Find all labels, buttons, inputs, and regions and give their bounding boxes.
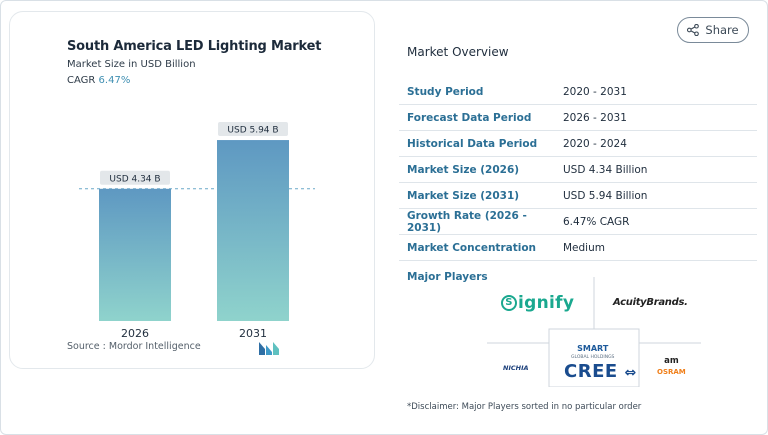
overview-table: Study Period 2020 - 2031 Forecast Data Per… — [399, 79, 757, 261]
data-label-bg-2031 — [218, 122, 288, 137]
players-grid-lines — [487, 277, 701, 387]
chart-subtitle: Market Size in USD Billion — [67, 59, 196, 70]
data-label-2031: USD 5.94 B — [227, 126, 278, 136]
bar-chart: USD 4.34 B 2026 USD 5.94 B 2031 — [79, 122, 315, 340]
x-tick-2031: 2031 — [239, 327, 267, 340]
mordor-intelligence-logo — [259, 340, 279, 359]
osram-text: OSRAM — [657, 368, 686, 376]
share-label: Share — [705, 23, 739, 37]
overview-key: Historical Data Period — [407, 137, 538, 150]
overview-value: Medium — [563, 241, 605, 254]
overview-row: Growth Rate (2026 - 2031) 6.47% CAGR — [399, 209, 757, 235]
cagr-value: 6.47% — [98, 75, 131, 86]
overview-value: USD 5.94 Billion — [563, 189, 648, 202]
overview-value: 6.47% CAGR — [563, 215, 630, 228]
overview-row: Market Size (2031) USD 5.94 Billion — [399, 183, 757, 209]
data-label-2026: USD 4.34 B — [109, 174, 160, 184]
nichia-logo: NICHIA — [503, 364, 529, 372]
overview-row: Study Period 2020 - 2031 — [399, 79, 757, 105]
smart-line2: GLOBAL HOLDINGS — [571, 355, 615, 360]
signify-text: ignify — [518, 293, 575, 313]
overview-key: Market Size (2026) — [407, 163, 520, 176]
overview-value: 2020 - 2024 — [563, 137, 627, 150]
disclaimer: *Disclaimer: Major Players sorted in no … — [407, 402, 642, 412]
major-players-title: Major Players — [407, 271, 488, 283]
data-label-bg-2026 — [100, 170, 170, 185]
overview-value: 2020 - 2031 — [563, 85, 627, 98]
chart-cagr: CAGR 6.47% — [67, 75, 130, 86]
overview-row: Forecast Data Period 2026 - 2031 — [399, 105, 757, 131]
acuity-brands-logo: AcuityBrands. — [613, 297, 688, 308]
overview-row: Historical Data Period 2020 - 2024 — [399, 131, 757, 157]
ams-osram-logo: am OSRAM — [657, 356, 686, 378]
overview-title: Market Overview — [407, 45, 509, 59]
smart-line1: SMART — [577, 344, 609, 353]
share-button[interactable]: Share — [677, 17, 749, 43]
overview-key: Forecast Data Period — [407, 111, 532, 124]
cagr-label: CAGR — [67, 75, 96, 86]
signify-logo: S ignify — [501, 293, 574, 313]
cree-logo: CREE ⇔ — [564, 361, 637, 382]
chart-title: South America LED Lighting Market — [67, 39, 322, 54]
overview-key: Growth Rate (2026 - 2031) — [407, 209, 527, 234]
chart-card — [9, 11, 375, 369]
overview-key: Market Size (2031) — [407, 189, 520, 202]
overview-key: Market Concentration — [407, 241, 537, 254]
ams-text: am — [664, 356, 679, 366]
overview-value: USD 4.34 Billion — [563, 163, 648, 176]
x-tick-2026: 2026 — [121, 327, 149, 340]
share-icon — [687, 24, 700, 36]
overview-row: Market Size (2026) USD 4.34 Billion — [399, 157, 757, 183]
overview-value: 2026 - 2031 — [563, 111, 627, 124]
signify-initial: S — [501, 295, 517, 311]
cree-mark-icon: ⇔ — [624, 365, 637, 381]
bar-2031 — [217, 140, 289, 321]
smart-global-logo: SMART GLOBAL HOLDINGS — [571, 344, 614, 362]
chart-source: Source : Mordor Intelligence — [67, 341, 201, 352]
overview-key: Study Period — [407, 85, 484, 98]
cree-text: CREE — [564, 361, 618, 382]
bar-2026 — [99, 188, 171, 321]
overview-row: Market Concentration Medium — [399, 235, 757, 261]
